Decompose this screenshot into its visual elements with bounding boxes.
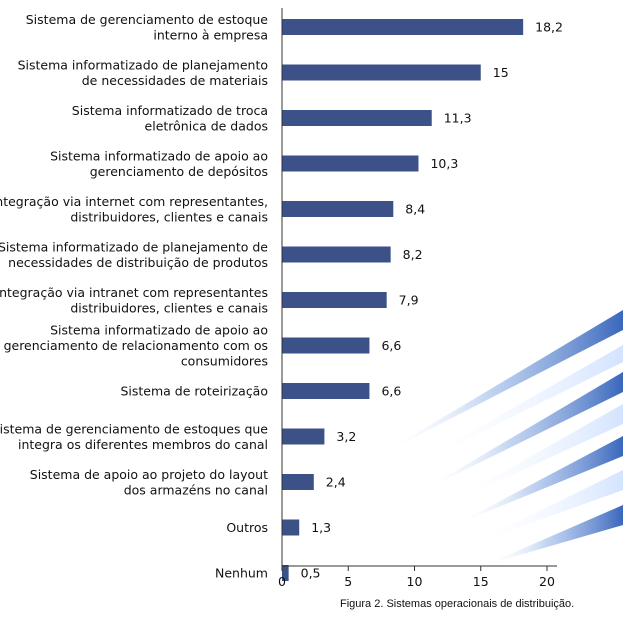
category-label-line: Integração via internet com representant… <box>0 194 268 209</box>
x-axis: 0 5 10 15 20 <box>278 8 557 589</box>
category-label: Sistema informatizado de planejamento de … <box>18 57 268 88</box>
bar <box>282 337 370 354</box>
category-label: Sistema informatizado de troca eletrônica… <box>72 103 268 134</box>
ray-decoration <box>440 404 623 508</box>
category-label: Nenhum <box>215 566 268 581</box>
category-label-line: Sistema de gerenciamento de estoque <box>26 12 269 27</box>
category-label-line: Sistema informatizado de troca <box>72 103 268 118</box>
category-label: Integração via intranet com representant… <box>0 285 268 316</box>
category-label-line: Sistema informatizado de planejamento <box>18 57 268 72</box>
ray-decoration <box>470 470 623 545</box>
category-label-line: distribuidores, clientes e canais <box>70 209 268 224</box>
ray-decoration <box>485 505 623 565</box>
figure-caption: Figura 2. Sistemas operacionais de distr… <box>340 598 575 610</box>
bar <box>282 110 432 126</box>
category-label: Sistema de gerenciamento de estoques que… <box>0 421 268 452</box>
bar <box>282 201 394 217</box>
category-label-line: interno à empresa <box>153 27 268 42</box>
category-label-line: consumidores <box>181 354 268 369</box>
bar <box>282 246 391 263</box>
value-label: 6,6 <box>381 384 401 399</box>
category-label-line: Integração via intranet com representant… <box>0 285 268 300</box>
bar <box>282 19 524 35</box>
value-label: 6,6 <box>381 338 401 353</box>
value-label: 8,2 <box>403 247 423 262</box>
ray-decoration <box>405 345 623 470</box>
value-label: 15 <box>493 65 509 80</box>
value-label: 18,2 <box>535 20 563 35</box>
category-label-line: Sistema de gerenciamento de estoques que <box>0 421 268 436</box>
ray-decoration <box>420 372 623 492</box>
value-labels-group: 18,2 15 11,3 10,3 8,4 8,2 7,9 6,6 6,6 3,2 2,4 1,3 0,… <box>301 20 563 581</box>
category-label: Sistema informatizado de apoio ao gerenci… <box>50 148 268 179</box>
category-label-line: Sistema informatizado de apoio ao <box>50 148 268 163</box>
value-label: 11,3 <box>444 111 472 126</box>
category-label-line: necessidades de distribuição de produtos <box>8 255 268 270</box>
value-label: 3,2 <box>336 429 356 444</box>
bar <box>282 474 314 490</box>
category-label-line: de necessidades de materiais <box>82 73 268 88</box>
x-tick-label: 10 <box>407 574 423 589</box>
value-label: 0,5 <box>301 566 321 581</box>
bar <box>282 565 289 581</box>
bars-group <box>282 19 524 581</box>
category-label: Outros <box>226 520 268 535</box>
category-label: Sistema de roteirização <box>120 384 268 399</box>
category-label: Sistema informatizado de planejamento de… <box>0 239 268 270</box>
category-label-line: Outros <box>226 520 268 535</box>
bar <box>282 155 419 172</box>
category-label-line: Sistema informatizado de planejamento de <box>0 239 268 254</box>
category-label-line: Nenhum <box>215 566 268 581</box>
ray-decoration <box>455 436 623 525</box>
bar <box>282 292 387 308</box>
category-label-line: integra os diferentes membros do canal <box>18 437 268 452</box>
value-label: 7,9 <box>399 293 419 308</box>
category-label-line: Sistema de roteirização <box>120 384 268 399</box>
bar <box>282 519 300 536</box>
value-label: 2,4 <box>326 475 346 490</box>
category-label-line: gerenciamento de relacionamento com os <box>4 338 268 353</box>
category-label-line: Sistema informatizado de apoio ao <box>50 323 268 338</box>
category-label: Sistema de apoio ao projeto do layout dos… <box>30 467 268 498</box>
category-label-line: eletrônica de dados <box>145 118 268 133</box>
value-label: 8,4 <box>405 202 425 217</box>
ray-decoration <box>380 310 623 455</box>
value-label: 1,3 <box>311 520 331 535</box>
category-label: Sistema de gerenciamento de estoque inter… <box>26 12 269 43</box>
category-label: Sistema informatizado de apoio ao gerenci… <box>4 323 268 369</box>
category-label: Integração via internet com representant… <box>0 194 268 225</box>
category-label-line: dos armazéns no canal <box>124 482 268 497</box>
bar <box>282 64 481 81</box>
category-label-line: gerenciamento de depósitos <box>90 164 268 179</box>
x-tick-label: 0 <box>278 574 286 589</box>
x-tick-label: 5 <box>344 574 352 589</box>
category-labels-group: Sistema de gerenciamento de estoque inter… <box>0 12 268 581</box>
x-tick-label: 20 <box>539 574 555 589</box>
category-label-line: distribuidores, clientes e canais <box>70 300 268 315</box>
x-tick-label: 15 <box>473 574 489 589</box>
value-label: 10,3 <box>430 156 458 171</box>
category-label-line: Sistema de apoio ao projeto do layout <box>30 467 268 482</box>
bar <box>282 383 370 399</box>
background-rays-decoration <box>380 310 623 565</box>
bar <box>282 428 325 445</box>
